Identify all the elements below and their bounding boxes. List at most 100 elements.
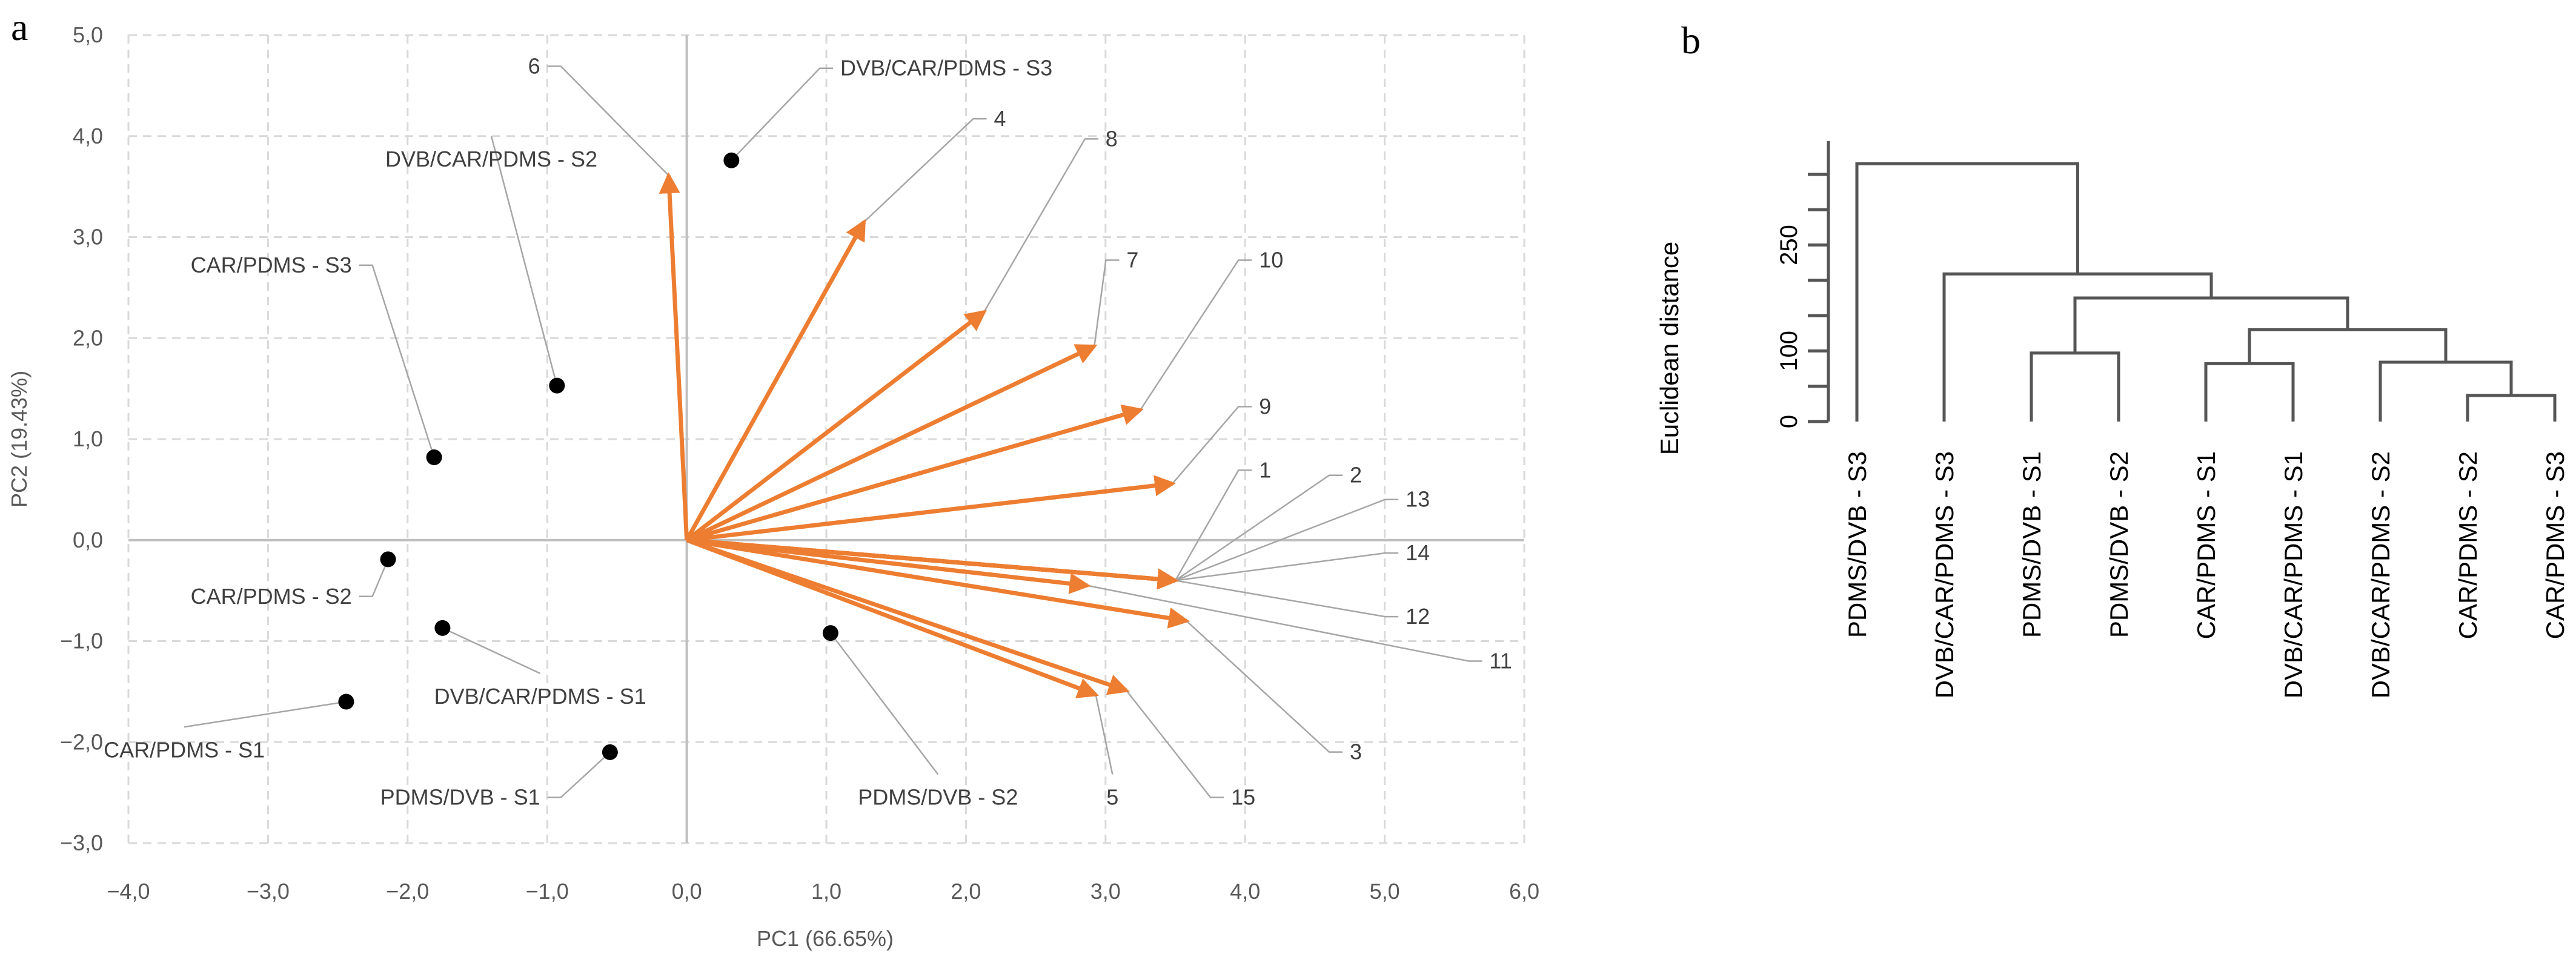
label-leader-line: [1175, 552, 1399, 581]
dendrogram-link-m3: [2204, 362, 2295, 422]
x-tick-label: −3,0: [247, 879, 290, 904]
dendrogram-y-axis: 0 100 250: [1776, 141, 1830, 428]
variable-label-12: 12: [1406, 604, 1430, 629]
pca-x-axis-title: PC1 (66.65%): [757, 926, 894, 951]
x-tick-label: 1,0: [811, 879, 842, 904]
label-leader-line: [1175, 580, 1399, 618]
dendrogram-link-m8: [1855, 162, 2079, 422]
y-tick-label: −3,0: [60, 830, 103, 855]
label-leader-line: [1140, 259, 1252, 411]
loading-vector-10: [686, 404, 1144, 543]
label-leader-line: [184, 701, 347, 728]
pca-y-tick-labels: −3,0 −2,0 −1,0 0,0 1,0 2,0 3,0 4,0 5,0: [60, 22, 103, 855]
dendrogram-link-m4: [2248, 328, 2448, 364]
label-leader-line: [490, 136, 558, 386]
variable-label-9: 9: [1259, 394, 1271, 419]
loading-vector-5: [686, 538, 1099, 698]
label-leader-line: [547, 752, 611, 798]
variable-label-10: 10: [1259, 248, 1283, 273]
sample-label: CAR/PDMS - S1: [104, 737, 265, 762]
label-leader-line: [1175, 498, 1399, 581]
y-tick-label: −1,0: [60, 629, 103, 654]
variable-label-7: 7: [1126, 248, 1138, 273]
dendrogram-leaf-label: DVB/CAR/PDMS - S3: [1930, 451, 1959, 698]
dendrogram-leaf-labels: PDMS/DVB - S3 DVB/CAR/PDMS - S3 PDMS/DVB -…: [1843, 451, 2569, 698]
loading-vector-3: [686, 538, 1190, 629]
label-leader-line: [359, 558, 389, 598]
label-leader-line: [731, 67, 834, 161]
y-tick-label: 1,0: [73, 426, 103, 451]
pca-loading-vectors: [659, 172, 1190, 698]
pca-x-tick-labels: −4,0 −3,0 −2,0 −1,0 0,0 1,0 2,0 3,0 4,0 5,0 6,0: [107, 879, 1539, 904]
score-point: [380, 551, 396, 568]
pca-gridlines: [127, 34, 1525, 844]
loading-vector-8: [685, 310, 987, 542]
pca-y-axis-title: PC2 (19.43%): [7, 371, 32, 508]
sample-label: DVB/CAR/PDMS - S2: [385, 147, 597, 171]
y-tick-label: 5,0: [73, 22, 103, 47]
label-leader-line: [983, 138, 1098, 313]
sample-label: DVB/CAR/PDMS - S1: [434, 684, 646, 709]
variable-label-13: 13: [1406, 487, 1430, 512]
pca-axes: [128, 35, 1524, 843]
dendrogram-leaf-label: DVB/CAR/PDMS - S2: [2366, 451, 2395, 698]
dendrogram-leaf-label: DVB/CAR/PDMS - S1: [2279, 451, 2308, 698]
panel-a-letter: a: [11, 5, 28, 48]
x-tick-label: 5,0: [1370, 879, 1400, 904]
x-tick-label: 3,0: [1090, 879, 1121, 904]
score-point: [723, 152, 740, 168]
label-leader-line: [1126, 690, 1224, 798]
variable-label-11: 11: [1489, 649, 1512, 674]
loading-vector-15: [686, 538, 1130, 695]
sample-label: CAR/PDMS - S2: [191, 584, 352, 609]
label-leader-line: [442, 627, 541, 675]
y-tick-label: −2,0: [60, 729, 103, 754]
x-tick-label: 0,0: [672, 879, 702, 904]
label-leader-line: [1174, 469, 1252, 581]
dendrogram-link-m6: [2073, 296, 2349, 353]
label-leader-line: [1095, 694, 1114, 775]
label-leader-line: [829, 632, 939, 775]
loading-vector-14: [686, 538, 1179, 590]
pca-label-leaders: [184, 65, 1482, 798]
loading-vector-4: [685, 219, 866, 541]
x-tick-label: 6,0: [1509, 879, 1539, 904]
x-tick-label: −4,0: [107, 879, 150, 904]
dendrogram-link-m2: [2378, 360, 2513, 422]
y-tick-label: 0,0: [73, 528, 103, 552]
label-leader-line: [547, 65, 669, 176]
dendrogram-leaf-label: PDMS/DVB - S3: [1843, 451, 1871, 638]
dendrogram-leaf-label: PDMS/DVB - S1: [2017, 451, 2046, 638]
score-point: [602, 744, 618, 760]
dendrogram-links: [1855, 162, 2557, 422]
dendrogram-link-m1: [2466, 394, 2557, 422]
label-leader-line: [359, 264, 435, 458]
loading-vector-6: [659, 172, 689, 540]
dendrogram-link-m7: [1942, 272, 2213, 422]
score-point: [434, 620, 451, 636]
score-point: [338, 694, 354, 710]
loading-vector-7: [686, 344, 1098, 542]
pca-score-points: [338, 152, 838, 760]
variable-label-1: 1: [1259, 457, 1271, 482]
sample-label: DVB/CAR/PDMS - S3: [840, 56, 1052, 81]
sample-label: PDMS/DVB - S1: [380, 785, 540, 810]
variable-label-3: 3: [1350, 740, 1362, 764]
label-leader-line: [863, 118, 987, 223]
dendrogram-link-m5: [2030, 351, 2120, 422]
x-tick-label: 4,0: [1230, 879, 1260, 904]
panel-a: a −4,0 −3,0 −2,0 −1,0 0,0 1,0 2,0 3,0 4,0 5,0 6,0 …: [7, 5, 1539, 951]
variable-label-8: 8: [1106, 126, 1118, 151]
label-leader-line: [1087, 584, 1482, 662]
variable-label-15: 15: [1231, 785, 1255, 810]
dendrogram-leaf-label: PDMS/DVB - S2: [2105, 451, 2133, 638]
dendrogram-y-axis-title: Euclidean distance: [1655, 242, 1684, 455]
dendrogram-leaf-label: CAR/PDMS - S3: [2541, 451, 2569, 639]
variable-label-2: 2: [1350, 463, 1362, 488]
sample-label: CAR/PDMS - S3: [191, 253, 352, 277]
y-tick-label: 4,0: [73, 124, 103, 148]
x-tick-label: 2,0: [951, 879, 981, 904]
loading-vector-9: [686, 475, 1176, 543]
sample-label: PDMS/DVB - S2: [858, 785, 1018, 810]
